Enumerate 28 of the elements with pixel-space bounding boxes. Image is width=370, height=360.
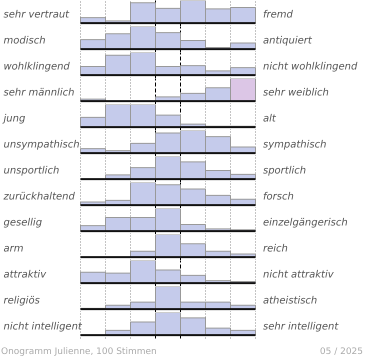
text: gesellig [4, 217, 42, 228]
text: wohlklingend [4, 61, 70, 72]
text: alt [263, 113, 277, 124]
text: jung [2, 113, 26, 124]
text: unsportlich [4, 165, 60, 176]
text: arm [4, 243, 24, 254]
text: reich [263, 243, 288, 254]
annotation: nicht intelligent [4, 321, 83, 332]
text: unsympathisch [4, 139, 80, 150]
text: atheistisch [263, 295, 318, 306]
text: attraktiv [4, 269, 48, 280]
text: Onogramm Julienne, 100 Stimmen [1, 347, 157, 358]
text: einzelgängerisch [263, 217, 348, 228]
text: sympathisch [263, 139, 326, 150]
text: nicht attraktiv [263, 269, 335, 280]
text: sportlich [263, 165, 306, 176]
text: sehr weiblich [263, 87, 329, 98]
text: zurückhaltend [2, 191, 76, 202]
text: religiös [4, 295, 40, 306]
text: sehr männlich [4, 87, 74, 98]
text: fremd [263, 9, 294, 20]
text: 05 / 2025 [320, 347, 364, 358]
text: sehr vertraut [4, 9, 70, 20]
text: forsch [263, 191, 294, 202]
text: modisch [4, 35, 46, 46]
text: antiquiert [263, 35, 313, 46]
text: nicht wohlklingend [263, 61, 358, 72]
text: sehr intelligent [263, 321, 340, 332]
